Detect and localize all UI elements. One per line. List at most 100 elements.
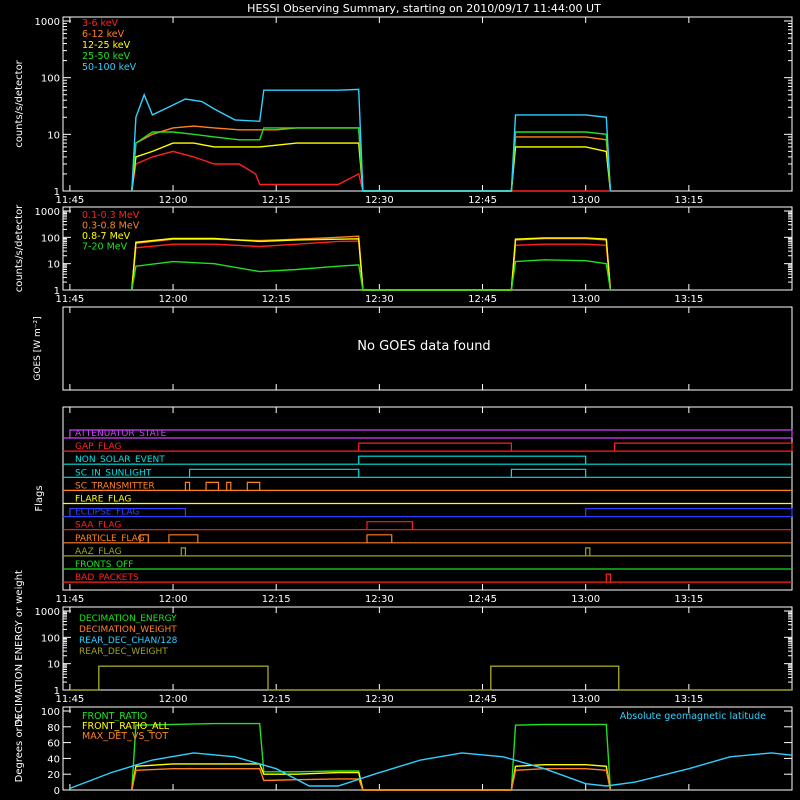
ratios-legend-entry: Absolute geomagnetic latitude bbox=[620, 711, 766, 722]
flag-label-fronts-off: FRONTS_OFF bbox=[75, 560, 133, 570]
decimation-legend-entry: DECIMATION_ENERGY bbox=[79, 614, 177, 624]
decimation-y-tick-label: 1000 bbox=[35, 607, 60, 618]
flag-label-sc-transmitter: SC_TRANSMITTER bbox=[75, 481, 155, 491]
lightcurves_high-y-label: counts/s/detector bbox=[14, 204, 25, 292]
decimation-time-label: 12:30 bbox=[365, 694, 394, 705]
lightcurves_high-legend-entry: 0.1-0.3 MeV bbox=[82, 210, 140, 221]
decimation-time-label: 12:45 bbox=[468, 694, 497, 705]
ratios-series-max-det-vs-tot bbox=[131, 768, 612, 791]
lightcurves_low-frame bbox=[62, 16, 793, 192]
flags-panel: 11:45 12:00 12:15 12:30 12:45 13:00 13:15 Flags… bbox=[34, 406, 793, 605]
flags-time-label: 12:45 bbox=[468, 594, 497, 605]
lightcurves_low-time-label: 13:15 bbox=[674, 195, 703, 206]
goes-frame bbox=[62, 306, 793, 391]
flag-label-eclipse-flag: ECLIPSE_FLAG bbox=[75, 508, 139, 518]
decimation-legend-entry: REAR_DEC_CHAN/128 bbox=[79, 636, 178, 646]
ratios-legend-entry: MAX_DET_VS_TOT bbox=[82, 731, 168, 742]
flag-segment-gap-flag bbox=[613, 442, 793, 452]
flag-segment-sc-in-sunlight bbox=[188, 468, 360, 478]
ratios-y-tick-label: 100 bbox=[41, 707, 60, 718]
decimation-y-tick-label: 10 bbox=[47, 660, 60, 671]
flag-segment-aaz-flag bbox=[585, 547, 591, 556]
lightcurves_low-panel: 11:45 12:00 12:15 12:30 12:45 13:00 13:15 1 10 10… bbox=[14, 16, 793, 206]
ratios-series-absolute-geomagnetic-latitude bbox=[69, 752, 793, 790]
decimation-time-label: 11:45 bbox=[55, 694, 84, 705]
flag-segment-sc-in-sunlight bbox=[510, 468, 587, 478]
decimation-time-label: 13:15 bbox=[674, 694, 703, 705]
lightcurves_high-y-tick-label: 1000 bbox=[35, 207, 60, 218]
flags-time-label: 13:00 bbox=[571, 594, 600, 605]
lightcurves_low-series-50-100-kev bbox=[131, 88, 612, 192]
goes-panel: GOES [W m⁻²] No GOES data found bbox=[33, 306, 793, 391]
decimation-y-tick-label: 100 bbox=[41, 633, 60, 644]
ratios-legend-entry: FRONT_RATIO bbox=[82, 711, 147, 722]
flag-segment-bad-packets bbox=[605, 573, 612, 583]
lightcurves_high-legend-entry: 0.3-0.8 MeV bbox=[82, 221, 140, 232]
lightcurves_high-y-tick-label: 1 bbox=[54, 286, 60, 297]
lightcurves_low-time-label: 12:15 bbox=[262, 195, 291, 206]
flag-label-flare-flag: FLARE_FLAG bbox=[75, 495, 131, 505]
lightcurves_low-y-tick-label: 1 bbox=[54, 187, 60, 198]
lightcurves_low-time-label: 12:00 bbox=[159, 195, 188, 206]
flag-segment-particle-flag bbox=[366, 534, 393, 543]
lightcurves_low-y-tick-label: 100 bbox=[41, 74, 60, 85]
ratios-y-tick-label: 80 bbox=[47, 723, 60, 734]
lightcurves_low-series-12-25-kev bbox=[131, 142, 612, 192]
ratios-y-label: Degrees or % bbox=[14, 715, 25, 783]
lightcurves_low-series-3-6-kev bbox=[131, 150, 611, 192]
lightcurves_high-y-tick-label: 100 bbox=[41, 233, 60, 244]
flags-time-label: 12:15 bbox=[262, 594, 291, 605]
flag-segment-sc-transmitter bbox=[184, 481, 191, 491]
lightcurves_low-y-label: counts/s/detector bbox=[14, 59, 25, 147]
lightcurves_high-frame bbox=[62, 206, 793, 291]
lightcurves_high-time-label: 13:15 bbox=[674, 294, 703, 305]
decimation-y-tick-label: 1 bbox=[54, 686, 60, 697]
flag-label-saa-flag: SAA_FLAG bbox=[75, 521, 121, 531]
lightcurves_high-legend-entry: 7-20 MeV bbox=[82, 242, 128, 253]
flags-time-label: 13:15 bbox=[674, 594, 703, 605]
lightcurves_low-legend-entry: 12-25 keV bbox=[82, 40, 131, 51]
lightcurves_low-legend-entry: 6-12 keV bbox=[82, 29, 125, 40]
figure-title: HESSI Observing Summary, starting on 201… bbox=[247, 2, 601, 15]
flags-frame bbox=[62, 406, 793, 591]
lightcurves_low-time-label: 12:30 bbox=[365, 195, 394, 206]
lightcurves_high-time-label: 12:15 bbox=[262, 294, 291, 305]
goes-no-data-message: No GOES data found bbox=[357, 339, 490, 354]
lightcurves_low-y-tick-label: 1000 bbox=[35, 17, 60, 28]
lightcurves_high-series-0-8-7-mev bbox=[131, 237, 612, 291]
lightcurves_low-time-label: 11:45 bbox=[55, 195, 84, 206]
lightcurves_high-series-7-20-mev bbox=[131, 259, 612, 291]
flag-segment-attenuator-state bbox=[69, 429, 793, 438]
flag-segment-eclipse-flag bbox=[585, 508, 793, 517]
flag-segment-particle-flag bbox=[139, 534, 149, 543]
lightcurves_low-series-25-50-kev bbox=[131, 127, 612, 192]
lightcurves_low-legend-entry: 25-50 keV bbox=[82, 51, 131, 62]
lightcurves_high-time-label: 12:30 bbox=[365, 294, 394, 305]
ratios-panel: 0 20 40 60 80 100 Degrees or % FRONT_RATIOFRONT… bbox=[14, 706, 793, 797]
flags-time-label: 12:00 bbox=[159, 594, 188, 605]
lightcurves_low-legend-entry: 3-6 keV bbox=[82, 18, 119, 29]
ratios-series-front-ratio-all bbox=[131, 763, 612, 791]
ratios-y-tick-label: 20 bbox=[47, 770, 60, 781]
goes-y-label: GOES [W m⁻²] bbox=[33, 316, 43, 380]
flag-label-attenuator-state: ATTENUATOR_STATE bbox=[75, 429, 167, 439]
ratios-y-tick-label: 60 bbox=[47, 739, 60, 750]
flag-segment-non-solar-event bbox=[358, 455, 587, 465]
flag-segment-sc-transmitter bbox=[205, 481, 220, 491]
decimation-time-label: 12:00 bbox=[159, 694, 188, 705]
lightcurves_low-y-tick-label: 10 bbox=[47, 130, 60, 141]
flag-label-non-solar-event: NON_SOLAR_EVENT bbox=[75, 455, 165, 465]
lightcurves_low-time-label: 12:45 bbox=[468, 195, 497, 206]
lightcurves_high-legend-entry: 0.8-7 MeV bbox=[82, 231, 131, 242]
lightcurves_high-time-label: 13:00 bbox=[571, 294, 600, 305]
flag-segment-eclipse-flag bbox=[69, 508, 187, 517]
flag-segment-sc-transmitter bbox=[246, 481, 261, 491]
lightcurves_high-time-label: 12:45 bbox=[468, 294, 497, 305]
lightcurves_high-panel: 11:45 12:00 12:15 12:30 12:45 13:00 13:15 1 10 10… bbox=[14, 204, 793, 305]
flag-segment-aaz-flag bbox=[180, 547, 187, 556]
flag-label-aaz-flag: AAZ_FLAG bbox=[75, 547, 122, 557]
ratios-y-tick-label: 0 bbox=[54, 786, 60, 797]
decimation-legend-entry: REAR_DEC_WEIGHT bbox=[79, 647, 168, 657]
lightcurves_low-legend-entry: 50-100 keV bbox=[82, 62, 137, 73]
